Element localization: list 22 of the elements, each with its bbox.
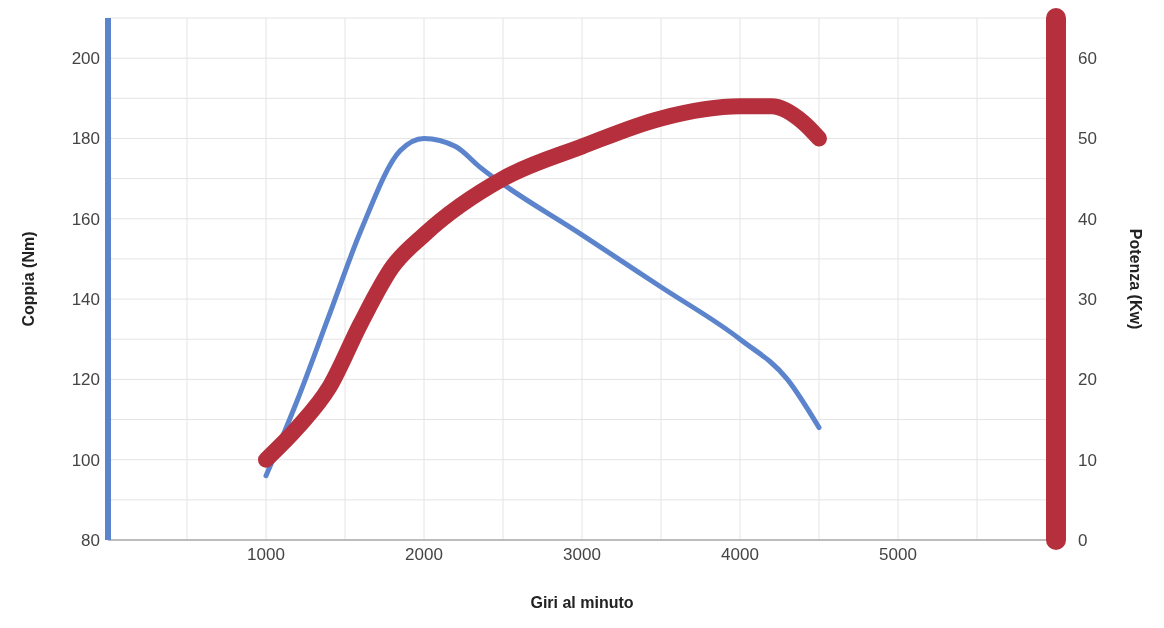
- y-axis-title: Coppia (Nm): [19, 231, 37, 327]
- x-tick-label: 3000: [563, 545, 601, 565]
- y2-tick-label: 50: [1078, 129, 1097, 149]
- y-tick-label: 120: [71, 370, 100, 390]
- y2-tick-label: 20: [1078, 370, 1097, 390]
- y2-axis-title: Potenza (Kw): [1127, 228, 1145, 330]
- y2-tick-label: 60: [1078, 49, 1097, 69]
- y2-tick-label: 10: [1078, 450, 1097, 470]
- x-axis-title: Giri al minuto: [530, 594, 634, 611]
- y-tick-label: 200: [71, 49, 100, 69]
- x-tick-label: 1000: [247, 545, 285, 565]
- y-tick-label: 160: [71, 209, 100, 229]
- x-tick-label: 4000: [721, 545, 759, 565]
- y2-tick-label: 30: [1078, 290, 1097, 310]
- y-tick-label: 180: [71, 129, 100, 149]
- y-tick-label: 80: [81, 531, 100, 551]
- x-tick-label: 2000: [405, 545, 443, 565]
- y2-tick-label: 40: [1078, 209, 1097, 229]
- y-tick-label: 140: [71, 290, 100, 310]
- y2-tick-label: 0: [1078, 531, 1088, 551]
- y-tick-label: 100: [71, 450, 100, 470]
- x-tick-label: 5000: [879, 545, 917, 565]
